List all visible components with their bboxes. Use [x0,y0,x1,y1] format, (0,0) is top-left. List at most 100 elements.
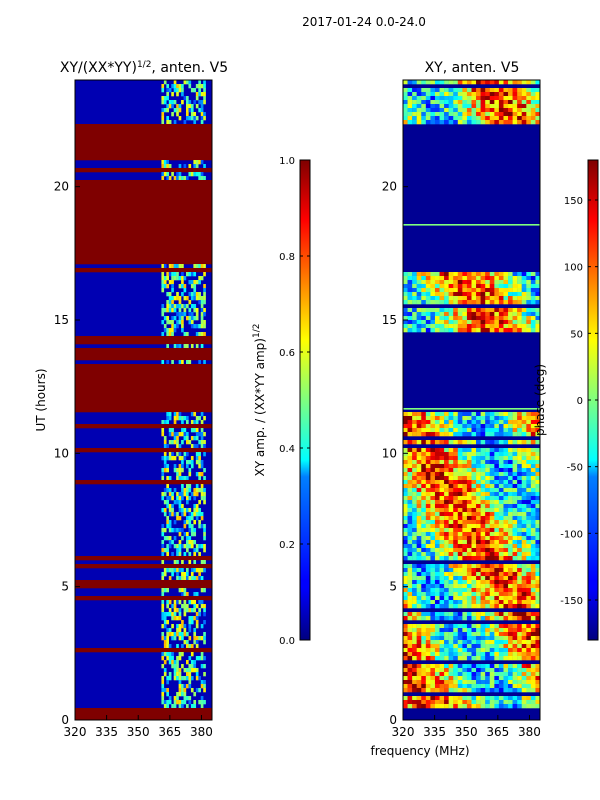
left-heatmap-cell [171,624,174,629]
right-heatmap-cell [448,604,454,609]
right-heatmap-cell [439,536,445,541]
right-heatmap-cell [430,112,436,117]
right-heatmap-cell [489,512,495,517]
left-heatmap-cell [203,296,206,301]
right-heatmap-cell [494,520,500,525]
right-heatmap-cell [453,536,458,541]
right-heatmap-cell [512,88,518,93]
left-title-sup: 1/2 [137,60,151,70]
right-heatmap-cell [521,448,527,453]
right-heatmap-cell [494,328,500,333]
right-heatmap-cell [466,644,472,649]
right-heatmap-cell [457,488,463,493]
right-heatmap-cell [448,648,454,653]
right-heatmap-cell [466,592,472,597]
right-heatmap-cell [421,328,427,333]
right-heatmap-cell [485,320,490,325]
right-heatmap-cell [494,532,500,537]
left-heatmap-cell [190,272,194,277]
right-heatmap-cell [416,500,422,505]
left-heatmap-cell [198,432,201,437]
right-heatmap-cell [416,472,422,477]
right-heatmap-cell [430,540,436,545]
left-heatmap-cell [178,656,182,661]
right-heatmap-cell [508,500,513,505]
left-heatmap-row [75,388,212,393]
right-heatmap-cell [517,644,522,649]
right-heatmap-cell [412,704,417,709]
right-heatmap-cell [498,588,504,593]
right-heatmap-cell [416,448,422,453]
right-heatmap-cell [462,576,468,581]
right-heatmap-cell [434,644,440,649]
right-heatmap-cell [457,504,463,509]
right-heatmap-cell [439,440,445,445]
left-heatmap-cell [195,444,199,449]
right-heatmap-cell [439,496,445,501]
right-heatmap-cell [508,696,513,701]
right-heatmap-cell [416,684,422,689]
right-heatmap-cell [462,704,468,709]
left-cb-label-prefix: XY amp. / (XX*YY amp) [253,338,267,476]
left-heatmap-cell [193,576,197,581]
right-heatmap-cell [434,452,440,457]
right-heatmap-cell [530,544,536,549]
right-heatmap-cell [453,288,458,293]
right-heatmap-cell [508,704,513,709]
left-heatmap-cell [195,472,199,477]
right-heatmap-cell [421,424,427,429]
left-heatmap-cell [193,492,197,497]
left-heatmap-cell [188,360,192,365]
right-heatmap-cell [462,272,468,277]
right-heatmap-cell [471,592,477,597]
right-heatmap-cell [489,480,495,485]
left-heatmap-row [75,256,212,261]
right-heatmap-cell [485,568,490,573]
right-heatmap-cell [498,568,504,573]
left-heatmap-cell [190,660,194,665]
right-heatmap-cell [530,612,536,617]
colorbar-tick-label: 0.8 [279,252,295,263]
right-heatmap-cell [494,92,500,97]
left-heatmap-cell [163,528,167,533]
right-heatmap-cell [403,600,408,605]
right-panel-title: XY, anten. V5 [425,60,520,76]
right-heatmap-cell [471,512,477,517]
right-heatmap-cell [489,628,495,633]
left-heatmap-cell [178,544,182,549]
right-heatmap-cell [471,648,477,653]
left-heatmap-cell [176,92,179,97]
right-heatmap-cell [512,92,518,97]
right-heatmap-cell [403,448,408,453]
left-heatmap-cell [186,568,189,573]
left-heatmap-cell [166,676,169,681]
right-heatmap-cell [439,628,445,633]
right-heatmap-cell [508,564,513,569]
right-heatmap-cell [425,440,431,445]
right-heatmap-cell [530,492,536,497]
right-heatmap-cell [476,572,481,577]
right-heatmap-cell [476,412,481,417]
right-heatmap-cell [489,292,495,297]
right-heatmap-cell [517,100,522,105]
right-heatmap-cell [462,676,468,681]
left-heatmap-cell [171,304,174,309]
right-heatmap-cell [444,552,449,557]
left-heatmap-cell [166,84,169,89]
right-heatmap-cell [448,600,454,605]
left-heatmap-cell [166,504,169,509]
y-tick-label: 5 [61,580,69,594]
right-heatmap-cell [457,572,463,577]
left-heatmap-cell [195,676,199,681]
right-heatmap-cell [416,596,422,601]
right-heatmap-cell [425,588,431,593]
right-heatmap-cell [503,416,509,421]
right-heatmap-cell [489,88,495,93]
left-heatmap-cell [171,172,174,177]
left-heatmap-row [75,232,212,237]
left-heatmap-cell [178,476,182,481]
right-heatmap-cell [412,324,417,329]
right-heatmap-cell [444,512,449,517]
right-heatmap-cell [403,624,408,629]
left-heatmap-cell [190,664,194,669]
